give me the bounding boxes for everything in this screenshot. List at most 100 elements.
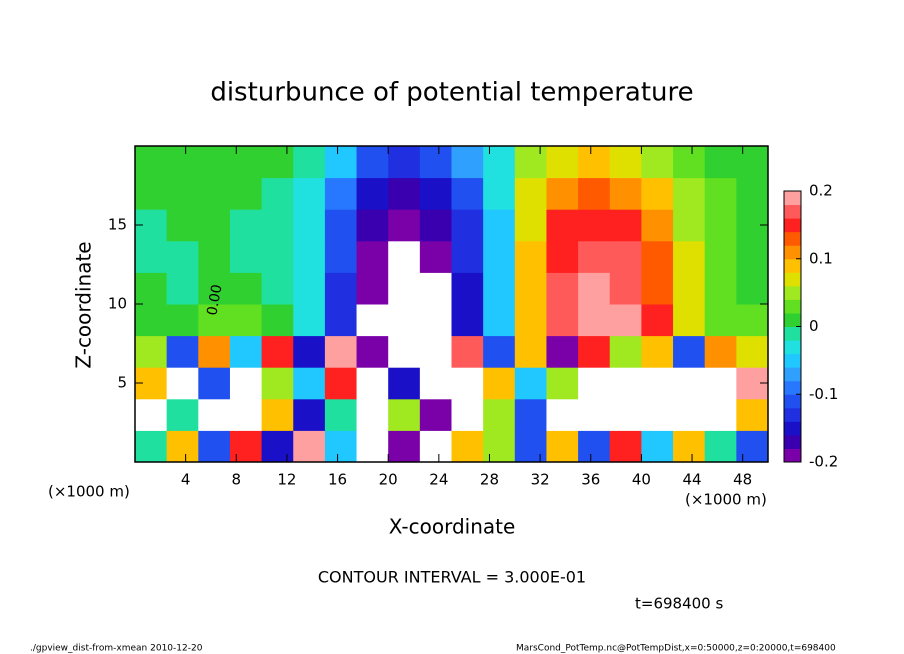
field-cell (483, 177, 516, 210)
colorbar-swatch (784, 191, 801, 206)
field-cell (546, 304, 579, 337)
field-cell (546, 367, 579, 400)
overlay: 4 8 12 16 20 24 28 32 36 40 44 48510150.00-0.2-0.10… (108, 145, 838, 489)
field-cell (293, 177, 326, 210)
field-cell (261, 398, 294, 431)
field-cell (324, 240, 358, 273)
y-tick-label: 15 (108, 216, 127, 234)
field-cell (293, 304, 326, 337)
field-cell (736, 335, 769, 368)
field-cell (451, 367, 484, 400)
field-cell (419, 177, 452, 210)
field-cell (229, 335, 263, 368)
field-cell (514, 367, 547, 400)
field-cell (324, 335, 358, 368)
field-cell (198, 272, 231, 305)
colorbar-swatch (784, 231, 801, 246)
field-cell (356, 430, 389, 463)
field-cell (546, 398, 579, 431)
field-cell (578, 146, 611, 179)
field-cell (673, 177, 706, 210)
field-cell (451, 430, 484, 463)
field-cell (324, 304, 358, 337)
field-cell (704, 146, 737, 179)
field-cell (483, 209, 516, 242)
field-cell (198, 398, 231, 431)
field-cell (578, 209, 611, 242)
chart-title: disturbunce of potential temperature (210, 78, 693, 108)
field-cell (293, 272, 326, 305)
field-cell (324, 272, 358, 305)
field-cell (261, 304, 294, 337)
field-cell (261, 146, 294, 179)
field-cell (578, 240, 611, 273)
field-cell (324, 209, 358, 242)
x-tick-label: 24 (429, 471, 448, 489)
field-cell (483, 240, 516, 273)
field-cell (546, 209, 579, 242)
x-axis-label: X-coordinate (389, 515, 516, 539)
field-cell (578, 177, 611, 210)
field-cell (736, 398, 769, 431)
colorbar-swatch (784, 258, 801, 273)
field-cell (229, 430, 263, 463)
colorbar-swatch (784, 218, 801, 233)
colorbar-swatch (784, 448, 801, 463)
field-cell (736, 146, 769, 179)
field-cell (419, 398, 452, 431)
field-cell (514, 272, 547, 305)
field-cell (483, 304, 516, 337)
colorbar-tick-label: -0.1 (809, 385, 838, 403)
field-cell (293, 367, 326, 400)
field-cell (261, 272, 294, 305)
field-cell (451, 240, 484, 273)
field-cell (704, 367, 737, 400)
x-unit-label: (×1000 m) (48, 483, 130, 501)
colorbar-swatch (784, 394, 801, 409)
field-cell (419, 367, 452, 400)
field-cell (419, 304, 452, 337)
contour-label: 0.00 (204, 283, 225, 316)
field-cell (609, 335, 642, 368)
field-cell (135, 430, 168, 463)
field-cell (578, 398, 611, 431)
field-cell (388, 398, 421, 431)
field-cell (356, 209, 389, 242)
field-cell (293, 209, 326, 242)
field-cell (166, 367, 199, 400)
field-cell (356, 398, 389, 431)
field-cell (419, 240, 452, 273)
colorbar-swatch (784, 421, 801, 436)
colorbar-swatch (784, 312, 801, 327)
field-cell (578, 430, 611, 463)
colorbar-tick-label: 0 (809, 317, 819, 335)
field-cell (166, 304, 199, 337)
field-cell (419, 430, 452, 463)
field-cell (198, 177, 231, 210)
field-cell (578, 304, 611, 337)
colorbar-swatch (784, 380, 801, 395)
field-cell (261, 209, 294, 242)
field-cell (609, 272, 642, 305)
field-cell (483, 272, 516, 305)
field-cell (356, 146, 389, 179)
colorbar-swatch (784, 340, 801, 355)
field-cell (704, 272, 737, 305)
field-cell (293, 335, 326, 368)
field-cell (641, 398, 674, 431)
field-cell (736, 304, 769, 337)
field-cell (641, 209, 674, 242)
field-cell (135, 240, 168, 273)
field-cell (609, 398, 642, 431)
colorbar-swatch (784, 245, 801, 260)
field-cell (229, 398, 263, 431)
field-cell (641, 304, 674, 337)
field-cell (451, 304, 484, 337)
field-cell (704, 209, 737, 242)
field-cell (166, 209, 199, 242)
x-tick-label: 8 (232, 471, 242, 489)
field-cell (198, 335, 231, 368)
field-cell (483, 146, 516, 179)
field-cell (641, 430, 674, 463)
field-cell (546, 240, 579, 273)
